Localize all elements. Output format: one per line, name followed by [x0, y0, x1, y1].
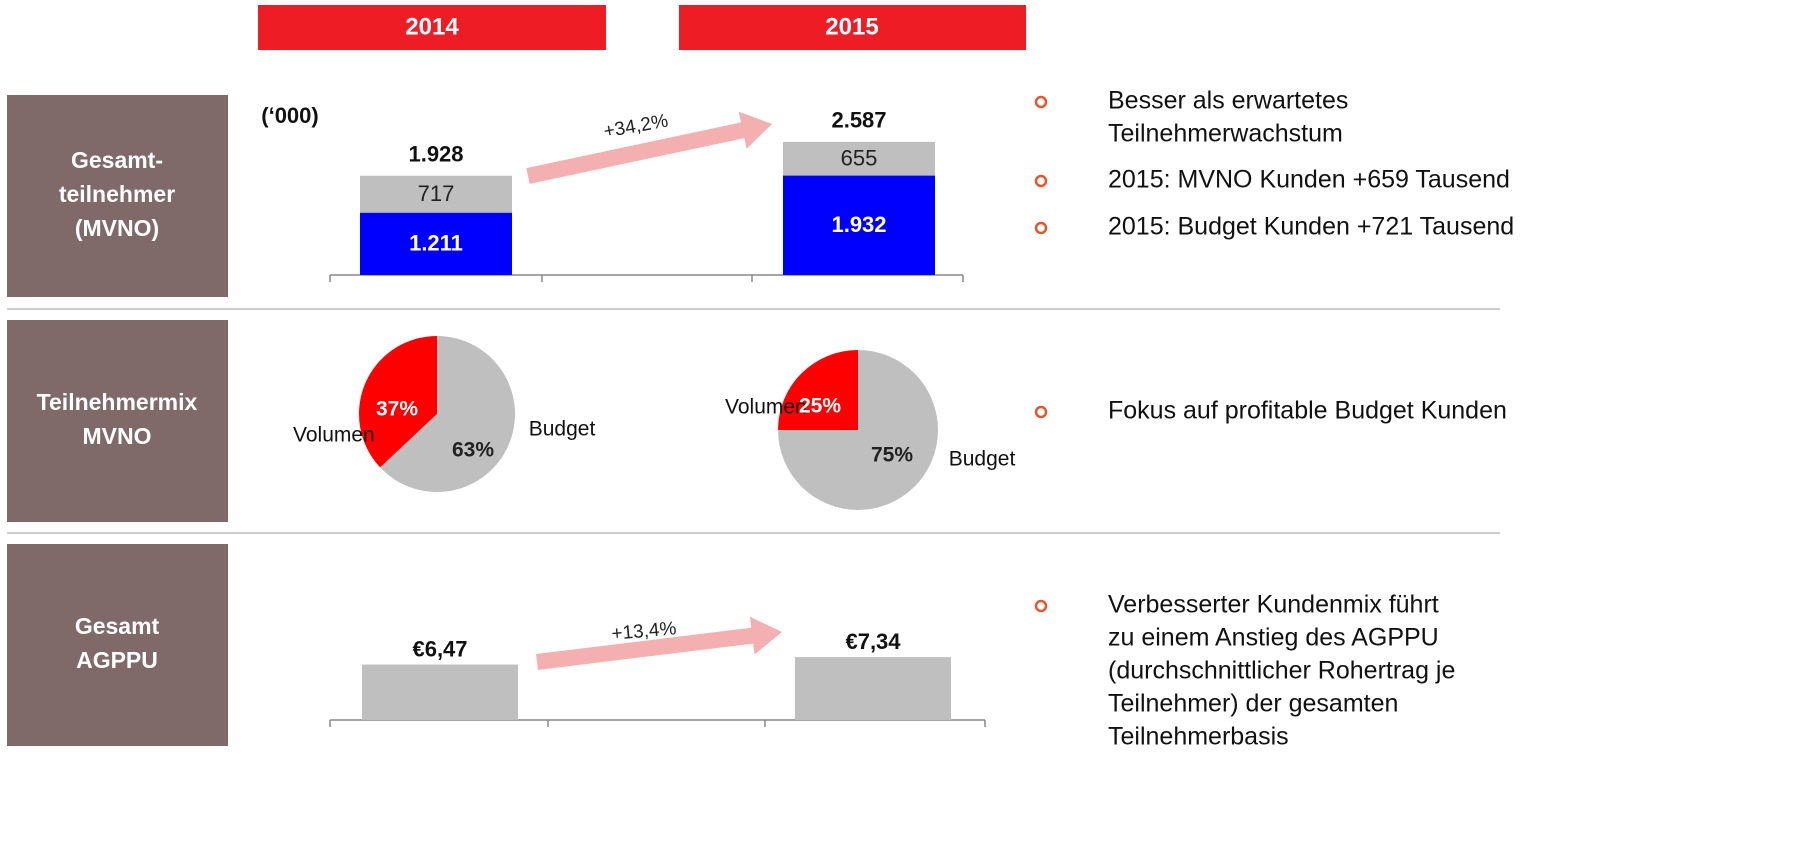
growth-arrow	[526, 111, 772, 184]
bullet-text: (durchschnittlicher Rohertrag je	[1108, 657, 1455, 685]
bullet-icon	[1034, 405, 1048, 419]
bullet-text: Teilnehmerbasis	[1108, 723, 1289, 751]
bar-segment	[783, 141, 935, 176]
row-box	[7, 320, 228, 522]
bullet-text: Besser als erwartetes	[1108, 87, 1348, 115]
value-label: 717	[418, 181, 455, 206]
row-label: MVNO	[83, 423, 152, 449]
value-label: 655	[841, 146, 878, 171]
total-label: 1.928	[408, 142, 463, 167]
bullet-text: Verbesserter Kundenmix führt	[1108, 591, 1439, 619]
category-label: Budget	[529, 418, 596, 441]
unit-label: (‘000)	[261, 103, 318, 128]
bullet-text: 2015: Budget Kunden +721 Tausend	[1108, 213, 1514, 241]
bullet-text: Teilnehmerwachstum	[1108, 120, 1343, 148]
bullet-text: Teilnehmer) der gesamten	[1108, 690, 1398, 718]
header: 2014	[405, 13, 459, 40]
total-label: 2.587	[831, 108, 886, 133]
bar-segment	[795, 657, 951, 720]
pie-slice	[778, 350, 938, 510]
bar-segment	[783, 175, 935, 275]
value-label: €7,34	[845, 629, 901, 654]
bullet-icon	[1034, 599, 1048, 613]
bar-segment	[362, 664, 518, 720]
value-label: 37%	[376, 398, 418, 421]
bullet-icon	[1034, 95, 1048, 109]
category-label: Volumen	[725, 396, 807, 419]
header-box	[679, 5, 1026, 50]
value-label: 75%	[871, 444, 913, 467]
value-label: €6,47	[412, 636, 467, 661]
growth-arrow	[536, 616, 782, 670]
row-label: teilnehmer	[59, 181, 175, 207]
bullet-icon	[1034, 221, 1048, 235]
header: 2015	[825, 13, 878, 40]
row-label: AGPPU	[76, 647, 158, 673]
row-label: (MVNO)	[75, 215, 159, 241]
value-label: 1.211	[409, 231, 463, 256]
pie-slice	[778, 350, 858, 430]
row-label: Gesamt	[75, 613, 160, 639]
row-box	[7, 95, 228, 297]
bullet-text: 2015: MVNO Kunden +659 Tausend	[1108, 166, 1510, 194]
category-label: Budget	[949, 448, 1016, 471]
value-label: 25%	[799, 395, 841, 418]
row-label: Gesamt-	[71, 147, 163, 173]
bar-segment	[360, 212, 512, 275]
row-box	[7, 544, 228, 746]
value-label: 63%	[452, 439, 494, 462]
pie-slice	[380, 336, 515, 492]
annotation: +34,2%	[602, 111, 670, 143]
header-box	[258, 5, 606, 50]
bullet-text: zu einem Anstieg des AGPPU	[1108, 624, 1439, 652]
category-label: Volumen	[293, 424, 375, 447]
bullet-text: Fokus auf profitable Budget Kunden	[1108, 397, 1507, 425]
row-label: Teilnehmermix	[37, 389, 198, 415]
pie-slice	[359, 336, 437, 468]
bullet-icon	[1034, 174, 1048, 188]
bar-segment	[360, 175, 512, 213]
value-label: 1.932	[831, 212, 886, 237]
